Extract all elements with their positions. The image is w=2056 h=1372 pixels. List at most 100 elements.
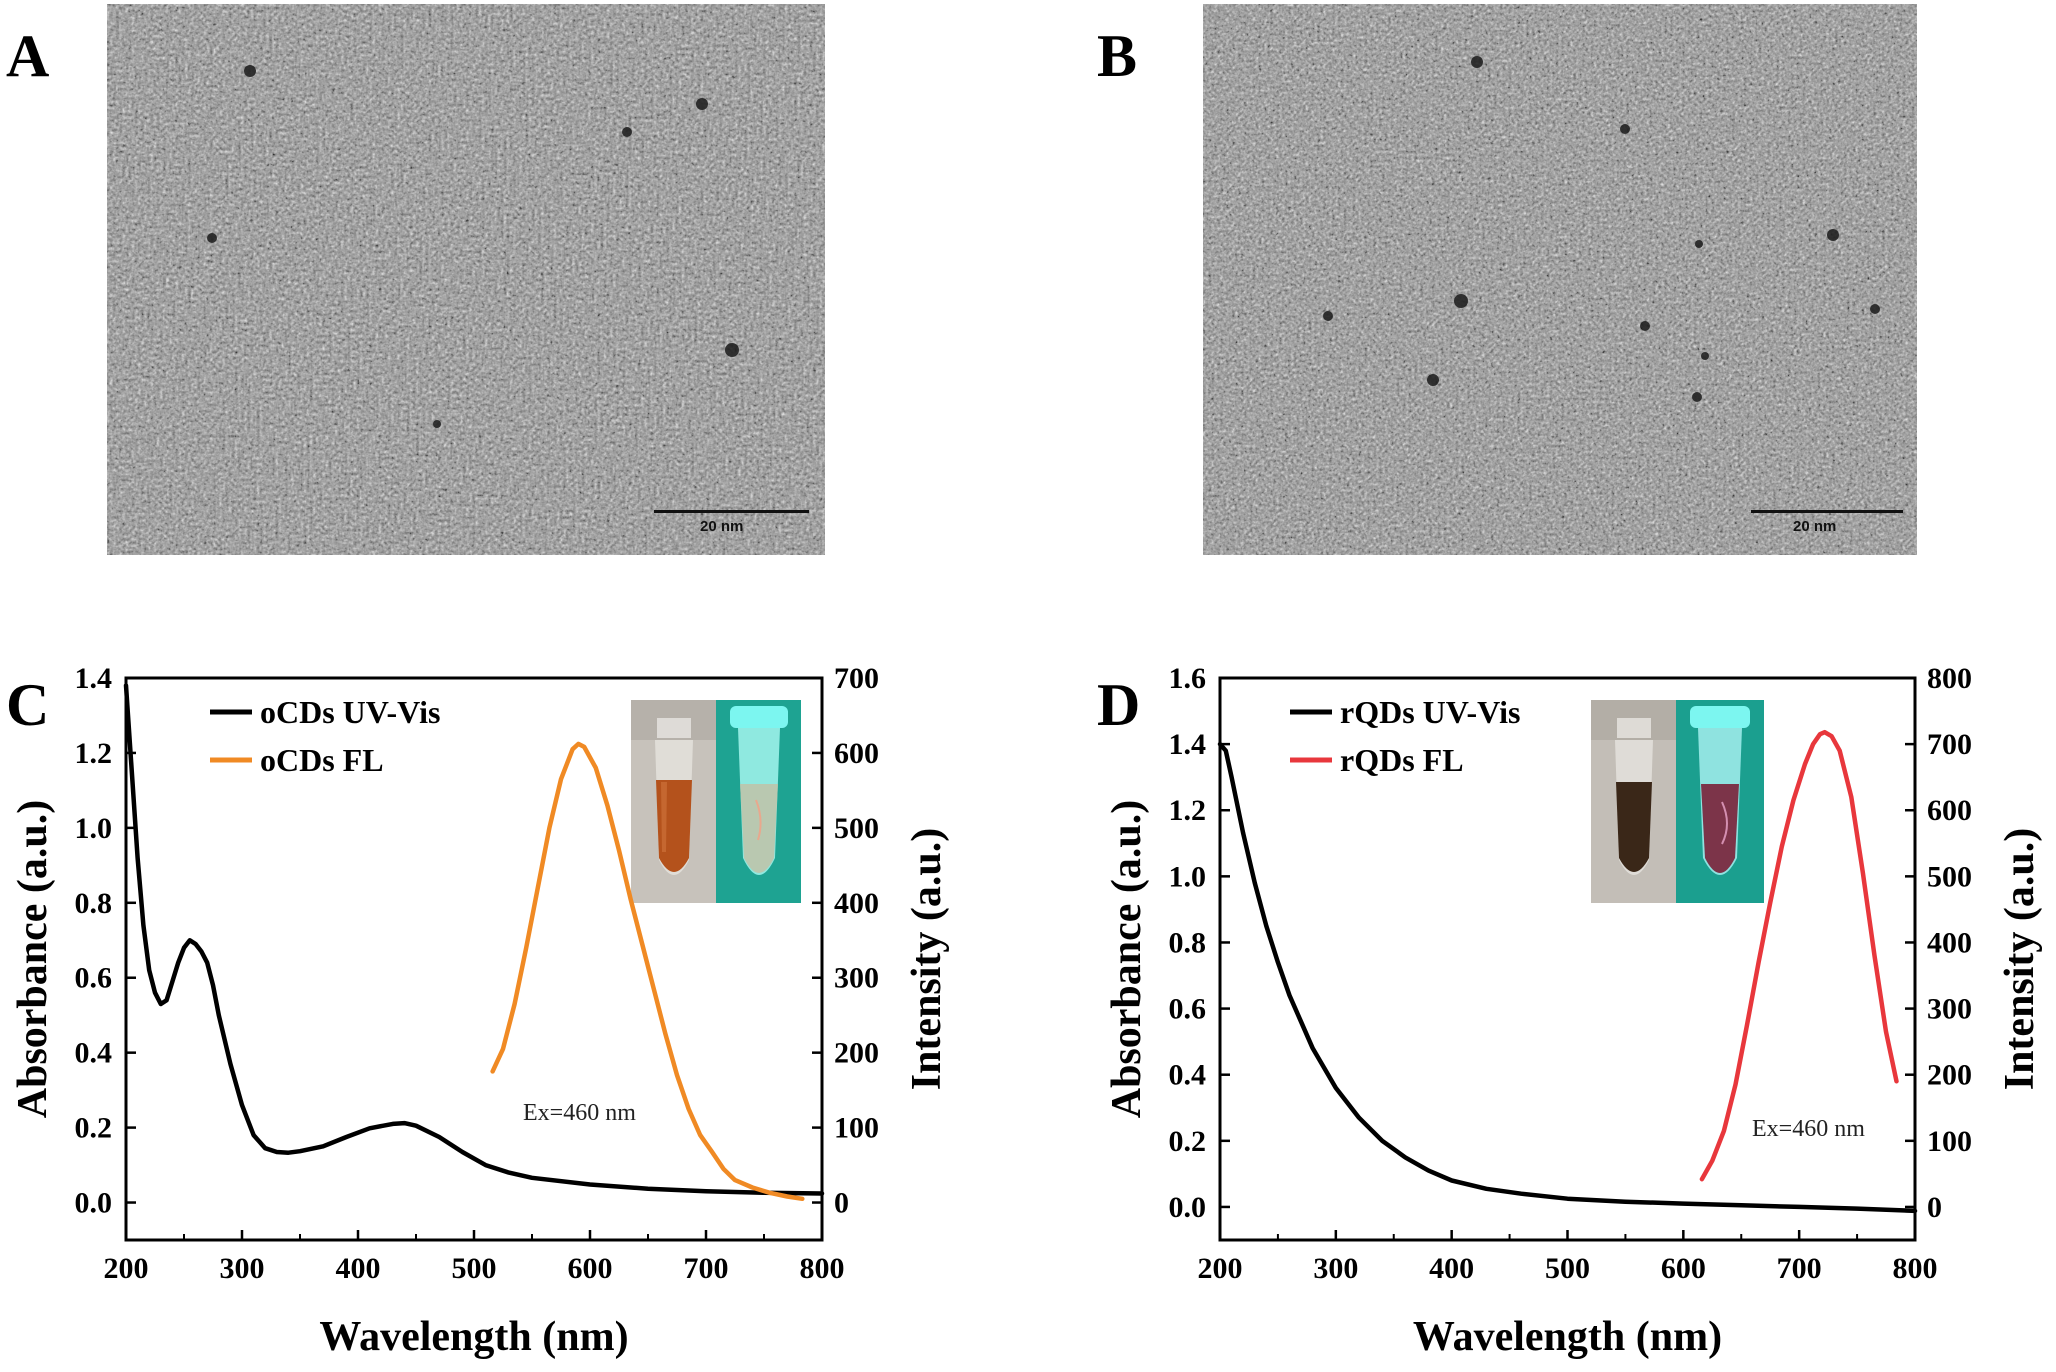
tem-image-b xyxy=(1203,4,1917,555)
x-tick-label: 800 xyxy=(1893,1252,1938,1285)
y-left-tick-label: 0.6 xyxy=(1169,993,1207,1026)
series-line-2 xyxy=(1699,729,1899,1182)
y-left-axis-label: Absorbance (a.u.) xyxy=(1104,800,1150,1119)
particle xyxy=(1471,56,1483,68)
particle xyxy=(207,233,217,243)
particle xyxy=(244,65,256,77)
scale-bar-a xyxy=(654,510,809,513)
particle xyxy=(433,420,441,428)
x-tick-label: 500 xyxy=(452,1252,497,1285)
y-left-tick-label: 1.0 xyxy=(75,812,113,845)
particle xyxy=(1692,392,1702,402)
y-left-tick-label: 1.2 xyxy=(75,737,113,770)
y-left-tick-label: 1.0 xyxy=(1169,860,1207,893)
particle xyxy=(1323,311,1333,321)
legend-label: oCDs UV-Vis xyxy=(260,694,440,730)
y-left-tick-label: 1.4 xyxy=(75,662,113,695)
panel-letter-d: D xyxy=(1097,672,1140,738)
y-left-tick-label: 0.0 xyxy=(75,1187,113,1220)
x-axis-label: Wavelength (nm) xyxy=(1413,1314,1722,1360)
y-left-tick-label: 1.6 xyxy=(1169,662,1207,695)
y-right-tick-label: 100 xyxy=(834,1112,879,1145)
x-axis-label: Wavelength (nm) xyxy=(319,1314,628,1360)
particle xyxy=(1695,240,1703,248)
x-tick-label: 300 xyxy=(220,1252,265,1285)
y-right-tick-label: 400 xyxy=(834,887,879,920)
particle xyxy=(1870,304,1880,314)
y-right-tick-label: 600 xyxy=(834,737,879,770)
y-left-tick-label: 0.2 xyxy=(75,1112,113,1145)
series-line-1 xyxy=(1217,741,1918,1214)
x-tick-label: 200 xyxy=(104,1252,149,1285)
chart-d-group: D 200 300 400 500 600 700 800 0.0 0.2 0.4 0.6 0.8 1.0… xyxy=(1097,662,2043,1360)
panel-letter-c: C xyxy=(6,672,49,738)
x-tick-label: 700 xyxy=(684,1252,729,1285)
y-right-tick-label: 400 xyxy=(1927,926,1972,959)
particle xyxy=(1640,321,1650,331)
y-right-tick-label: 100 xyxy=(1927,1125,1972,1158)
particle xyxy=(1701,352,1709,360)
y-left-tick-label: 0.8 xyxy=(75,887,113,920)
y-right-tick-label: 800 xyxy=(1927,662,1972,695)
x-tick-label: 400 xyxy=(336,1252,381,1285)
panel-letter-a: A xyxy=(6,23,50,89)
vial-photo-daylight-d xyxy=(1591,700,1676,903)
series-line-2 xyxy=(490,741,805,1202)
y-right-tick-label: 700 xyxy=(834,662,879,695)
chart-c-group: C 200 300 400 500 600 700 800 0.0 0.2 0.4 0.6 0.8 1.0… xyxy=(6,662,950,1360)
x-tick-label: 600 xyxy=(1661,1252,1706,1285)
particle xyxy=(1827,229,1839,241)
x-tick-label: 700 xyxy=(1777,1252,1822,1285)
series-line-1 xyxy=(123,683,825,1196)
vial-photo-daylight-c xyxy=(631,700,716,903)
y-right-tick-label: 500 xyxy=(834,812,879,845)
y-right-tick-label: 500 xyxy=(1927,860,1972,893)
vial-photo-uv-d xyxy=(1676,700,1764,903)
excitation-annotation: Ex=460 nm xyxy=(523,1100,636,1126)
y-left-tick-label: 1.4 xyxy=(1169,728,1207,761)
excitation-annotation: Ex=460 nm xyxy=(1752,1116,1865,1142)
y-right-tick-label: 300 xyxy=(1927,993,1972,1026)
legend-label: oCDs FL xyxy=(260,742,384,778)
y-left-tick-label: 0.4 xyxy=(75,1037,113,1070)
tem-image-a xyxy=(107,4,825,555)
y-right-tick-label: 200 xyxy=(1927,1059,1972,1092)
y-left-tick-label: 0.2 xyxy=(1169,1125,1207,1158)
y-left-tick-label: 0.8 xyxy=(1169,926,1207,959)
tem-texture-b xyxy=(1203,4,1917,555)
x-tick-label: 800 xyxy=(800,1252,845,1285)
y-right-tick-label: 0 xyxy=(834,1187,849,1220)
tem-texture-a xyxy=(107,4,825,555)
scale-bar-label-b: 20 nm xyxy=(1793,518,1837,535)
particle xyxy=(725,343,739,357)
particle xyxy=(1427,374,1439,386)
y-right-axis-label: Intensity (a.u.) xyxy=(1997,828,2043,1091)
x-tick-label: 300 xyxy=(1313,1252,1358,1285)
y-left-axis-label: Absorbance (a.u.) xyxy=(10,800,56,1119)
y-right-tick-label: 700 xyxy=(1927,728,1972,761)
scale-bar-b xyxy=(1751,510,1903,513)
legend-label: rQDs UV-Vis xyxy=(1340,694,1520,730)
y-right-tick-label: 0 xyxy=(1927,1191,1942,1224)
y-left-tick-label: 0.6 xyxy=(75,962,113,995)
y-right-axis-label: Intensity (a.u.) xyxy=(904,828,950,1091)
particle xyxy=(696,98,708,110)
panel-letter-b: B xyxy=(1097,23,1138,89)
scale-bar-label-a: 20 nm xyxy=(700,518,744,535)
y-right-tick-label: 200 xyxy=(834,1037,879,1070)
vial-photo-uv-c xyxy=(716,700,801,903)
y-left-tick-label: 1.2 xyxy=(1169,794,1207,827)
particle xyxy=(1620,124,1630,134)
particle xyxy=(622,127,632,137)
x-tick-label: 500 xyxy=(1545,1252,1590,1285)
y-left-tick-label: 0.4 xyxy=(1169,1059,1207,1092)
particle xyxy=(1454,294,1468,308)
x-tick-label: 200 xyxy=(1198,1252,1243,1285)
y-left-tick-label: 0.0 xyxy=(1169,1191,1207,1224)
legend-label: rQDs FL xyxy=(1340,742,1464,778)
x-tick-label: 400 xyxy=(1429,1252,1474,1285)
y-right-tick-label: 300 xyxy=(834,962,879,995)
x-tick-label: 600 xyxy=(568,1252,613,1285)
y-right-tick-label: 600 xyxy=(1927,794,1972,827)
